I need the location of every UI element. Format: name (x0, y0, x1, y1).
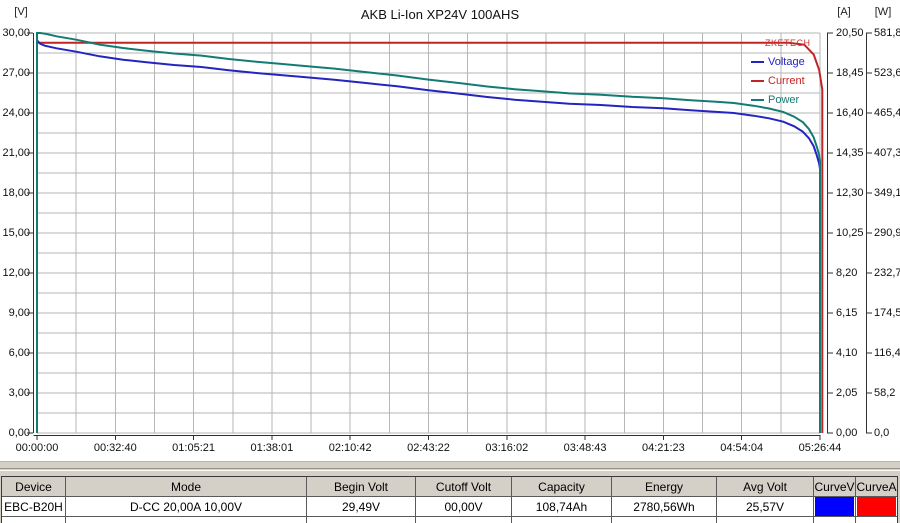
wtick-label: 232,7 (874, 267, 900, 279)
cell-capacity: 108,74Ah (512, 497, 612, 516)
vtick-label: 18,00 (2, 187, 30, 199)
xtick-label: 01:05:21 (172, 442, 215, 454)
voltage-axis-unit: [V] (14, 6, 28, 18)
wtick-label: 58,2 (874, 387, 896, 399)
wtick-label: 0,0 (874, 427, 890, 439)
wtick-label: 290,9 (874, 227, 900, 239)
header-curve-a: CurveA (856, 479, 897, 494)
grid-lines (36, 32, 821, 434)
vtick-label: 27,00 (2, 67, 30, 79)
xtick-label: 04:21:23 (641, 442, 685, 454)
xtick-label: 00:32:40 (93, 442, 137, 454)
chart-legend: Voltage Current Power (751, 52, 805, 109)
atick-label: 0,00 (836, 427, 858, 439)
atick-label: 12,30 (836, 187, 864, 199)
axes (27, 32, 872, 440)
vtick-label: 30,00 (2, 27, 30, 39)
series-power (36, 32, 821, 433)
vtick-label: 3,00 (8, 387, 30, 399)
wtick-label: 116,4 (874, 347, 900, 359)
series-current (36, 41, 824, 433)
cell-begin-volt: 29,49V (307, 497, 416, 516)
curve-a-color-swatch[interactable] (857, 497, 896, 516)
summary-table-header: Device Mode Begin Volt Cutoff Volt Capac… (2, 477, 897, 497)
xtick-label: 03:16:02 (485, 442, 529, 454)
header-begin-volt: Begin Volt (307, 477, 416, 496)
header-mode: Mode (66, 477, 307, 496)
cell-curve-v (814, 497, 856, 516)
cell-mode: D-CC 20,00A 10,00V (66, 497, 307, 516)
vtick-label: 12,00 (2, 267, 30, 279)
vtick-label: 21,00 (2, 147, 30, 159)
header-energy: Energy (612, 477, 717, 496)
series-voltage (36, 39, 821, 170)
curve-v-color-swatch[interactable] (815, 497, 854, 516)
legend-item-current: Current (751, 71, 805, 90)
watermark: ZKETECH (765, 38, 811, 48)
xtick-label: 04:54:04 (720, 442, 764, 454)
atick-label: 10,25 (836, 227, 864, 239)
voltage-line-sample-icon (751, 60, 764, 63)
legend-item-voltage: Voltage (751, 52, 805, 71)
legend-label-voltage: Voltage (768, 55, 805, 68)
summary-table-row: EBC-B20H D-CC 20,00A 10,00V 29,49V 00,00… (2, 497, 897, 517)
chart-title: AKB Li-Ion XP24V 100AHS (360, 7, 520, 22)
legend-label-current: Current (768, 74, 805, 87)
vtick-label: 15,00 (2, 227, 30, 239)
wtick-label: 581,8 (874, 27, 900, 39)
vtick-label: 0,00 (8, 427, 30, 439)
legend-item-power: Power (751, 90, 805, 109)
xtick-label: 02:10:42 (328, 442, 372, 454)
atick-label: 18,45 (836, 67, 864, 79)
header-capacity: Capacity (512, 477, 612, 496)
chart-plot (27, 32, 872, 440)
atick-label: 16,40 (836, 107, 864, 119)
vtick-label: 6,00 (8, 347, 30, 359)
cell-device: EBC-B20H (2, 497, 66, 516)
cell-cutoff-volt: 00,00V (416, 497, 512, 516)
xtick-label: 05:26:44 (798, 442, 842, 454)
summary-table: Device Mode Begin Volt Cutoff Volt Capac… (1, 476, 898, 523)
header-device: Device (2, 477, 66, 496)
vtick-label: 9,00 (8, 307, 30, 319)
atick-label: 14,35 (836, 147, 864, 159)
summary-panel: Device Mode Begin Volt Cutoff Volt Capac… (0, 461, 900, 523)
wtick-label: 174,5 (874, 307, 900, 319)
atick-label: 6,15 (836, 307, 858, 319)
cell-curve-a (856, 497, 897, 516)
wtick-label: 523,6 (874, 67, 900, 79)
power-line-sample-icon (751, 98, 764, 101)
xtick-label: 03:48:43 (563, 442, 607, 454)
atick-label: 2,05 (836, 387, 858, 399)
atick-label: 4,10 (836, 347, 858, 359)
legend-label-power: Power (768, 93, 800, 106)
current-axis-unit: [A] (837, 6, 851, 18)
vtick-label: 24,00 (2, 107, 30, 119)
atick-label: 8,20 (836, 267, 858, 279)
panel-divider (0, 468, 900, 471)
xtick-label: 00:00:00 (15, 442, 59, 454)
cell-energy: 2780,56Wh (612, 497, 717, 516)
wtick-label: 465,4 (874, 107, 900, 119)
summary-table-empty-row (2, 517, 897, 523)
atick-label: 20,50 (836, 27, 864, 39)
xtick-label: 01:38:01 (250, 442, 294, 454)
current-line-sample-icon (751, 79, 764, 82)
header-curve-v: CurveV (814, 477, 856, 496)
wtick-label: 407,3 (874, 147, 900, 159)
cell-avg-volt: 25,57V (717, 497, 814, 516)
power-axis-unit: [W] (874, 6, 892, 18)
header-avg-volt: Avg Volt (717, 477, 814, 496)
xtick-label: 02:43:22 (407, 442, 450, 454)
chart-region: AKB Li-Ion XP24V 100AHS [V] [A] [W] 30,0… (2, 6, 900, 454)
header-cutoff-volt: Cutoff Volt (416, 477, 512, 496)
wtick-label: 349,1 (874, 187, 900, 199)
